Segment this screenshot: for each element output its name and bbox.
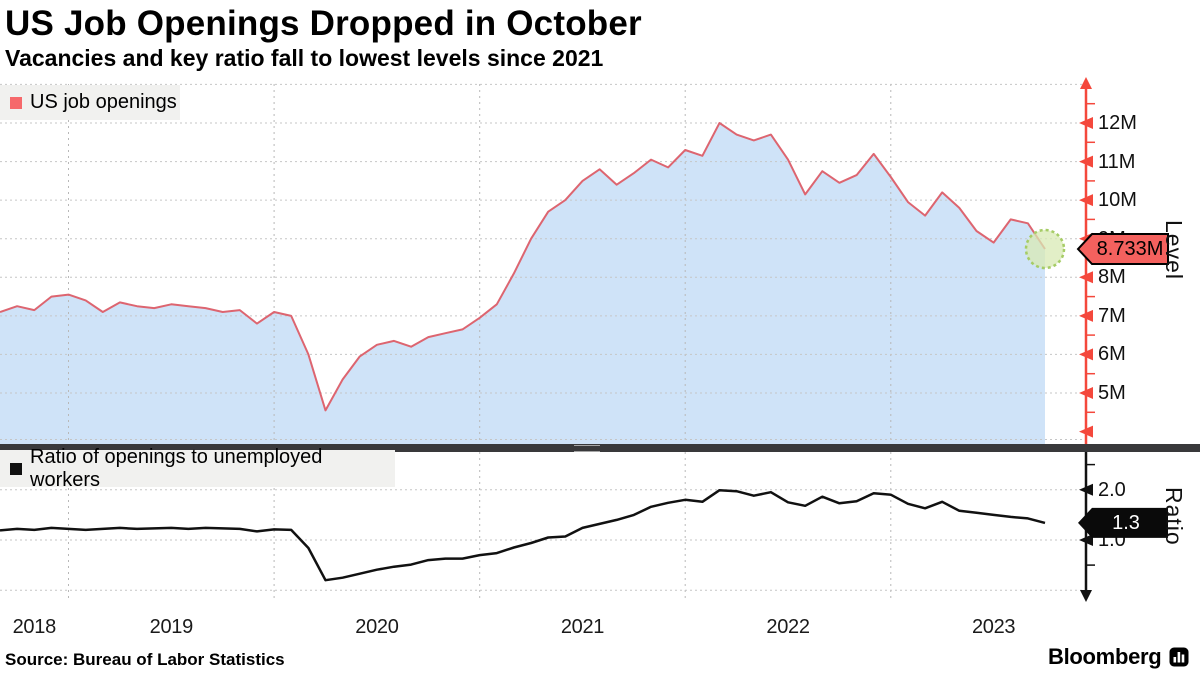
- divider-drag-handle[interactable]: [574, 445, 600, 452]
- y-tick-label-level: 6M: [1098, 343, 1126, 366]
- y-axis-title-ratio: Ratio: [1161, 487, 1187, 546]
- y-tick-label-level: 7M: [1098, 304, 1126, 327]
- brand-wordmark: Bloomberg: [1048, 644, 1162, 669]
- y-tick-label-level: 12M: [1098, 112, 1137, 134]
- bloomberg-terminal-icon: [1169, 647, 1189, 667]
- source-note: Source: Bureau of Labor Statistics: [5, 650, 285, 669]
- x-tick-label-year: 2020: [355, 616, 399, 638]
- x-tick-label-year: 2022: [766, 616, 810, 638]
- x-tick-label-year: 2019: [149, 616, 194, 638]
- y-tick-label-ratio: 2.0: [1098, 478, 1126, 501]
- legend-ratio: Ratio of openings to unemployed workers: [0, 446, 395, 491]
- legend-swatch-ratio: [10, 462, 22, 475]
- page-title: US Job Openings Dropped in October: [5, 4, 642, 43]
- last-value-callout-ratio: 1.3: [1112, 511, 1140, 534]
- y-tick-label-level: 5M: [1098, 382, 1126, 404]
- y-tick-label-level: 11M: [1098, 150, 1136, 173]
- last-value-callout-openings: 8.733M: [1096, 238, 1164, 260]
- legend-job-openings: US job openings: [0, 85, 180, 120]
- x-tick-label-year: 2018: [12, 616, 57, 638]
- y-tick-label-level: 10M: [1098, 189, 1137, 212]
- x-tick-label-year: 2023: [971, 616, 1016, 638]
- brand-logo: Bloomberg: [1048, 644, 1189, 670]
- legend-label-job-openings: US job openings: [30, 91, 177, 113]
- x-tick-label-year: 2021: [560, 616, 605, 638]
- page-subtitle: Vacancies and key ratio fall to lowest l…: [5, 45, 604, 71]
- y-tick-label-level: 8M: [1098, 266, 1126, 289]
- panel-divider[interactable]: [0, 444, 1200, 452]
- legend-label-ratio: Ratio of openings to unemployed workers: [30, 445, 323, 491]
- y-axis-title-level: Level: [1161, 220, 1187, 280]
- legend-swatch-job-openings: [10, 96, 22, 109]
